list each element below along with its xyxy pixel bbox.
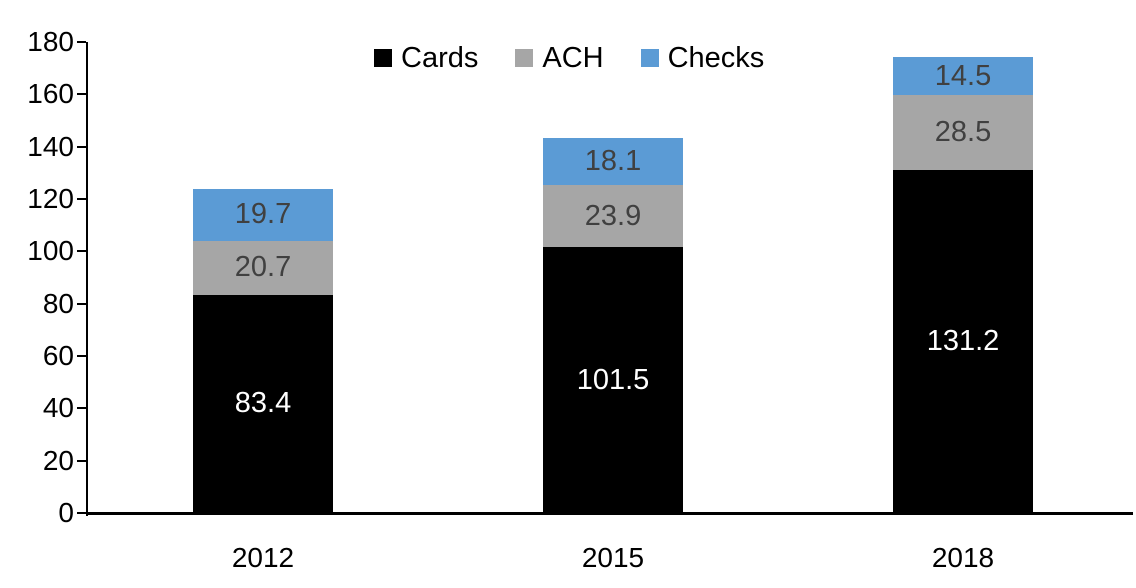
- legend-swatch-cards-icon: [374, 49, 392, 67]
- bar-value-label: 20.7: [234, 251, 292, 284]
- segment-cards-2015: 101.5: [543, 247, 683, 513]
- legend-label: Cards: [401, 42, 479, 74]
- y-tick-label: 140: [27, 131, 74, 162]
- legend-label: Checks: [667, 42, 765, 74]
- segment-checks-2015: 18.1: [543, 137, 683, 185]
- x-axis-label-2018: 2018: [931, 542, 995, 573]
- y-axis-tick: [77, 355, 86, 357]
- segment-cards-2012: 83.4: [193, 294, 333, 513]
- y-tick-label: 100: [27, 235, 74, 266]
- segment-checks-2012: 19.7: [193, 189, 333, 241]
- segment-ach-2015: 23.9: [543, 184, 683, 248]
- y-tick-label: 180: [27, 26, 74, 57]
- y-axis-tick: [77, 93, 86, 95]
- y-tick-label: 40: [42, 392, 74, 423]
- legend-item-cards: Cards: [374, 43, 478, 73]
- y-axis-tick: [77, 146, 86, 148]
- bar-value-label: 18.1: [584, 144, 642, 177]
- y-tick-label: 20: [42, 445, 74, 476]
- bar-value-label: 19.7: [234, 198, 292, 231]
- legend-label: ACH: [542, 42, 604, 74]
- x-axis-label-2015: 2015: [581, 542, 645, 573]
- bar-value-label: 23.9: [584, 199, 642, 232]
- bar-value-label: 101.5: [576, 363, 650, 396]
- bar-value-label: 14.5: [934, 59, 992, 92]
- y-tick-label: 60: [42, 340, 74, 371]
- legend-item-ach: ACH: [515, 42, 604, 74]
- x-axis-line: [86, 512, 1133, 515]
- bar-value-label: 131.2: [926, 324, 1000, 357]
- y-axis-tick: [77, 512, 86, 514]
- chart-legend: Cards ACH Checks: [374, 43, 764, 73]
- legend-swatch-checks-icon: [640, 49, 659, 67]
- bar-value-label: 83.4: [234, 387, 292, 420]
- y-tick-label: 160: [27, 78, 74, 109]
- legend-item-checks: Checks: [640, 42, 765, 74]
- y-axis-tick: [77, 198, 86, 200]
- y-axis-tick: [77, 250, 86, 252]
- segment-ach-2012: 20.7: [193, 240, 333, 295]
- segment-checks-2018: 14.5: [893, 57, 1033, 96]
- segment-ach-2018: 28.5: [893, 95, 1033, 170]
- y-tick-label: 120: [27, 183, 74, 214]
- y-axis-tick: [77, 303, 86, 305]
- bar-value-label: 28.5: [934, 115, 992, 148]
- y-axis-tick: [77, 41, 86, 43]
- segment-cards-2018: 131.2: [893, 169, 1033, 513]
- y-axis-line: [86, 42, 88, 516]
- x-axis-label-2012: 2012: [231, 542, 295, 573]
- y-axis-tick: [77, 460, 86, 462]
- legend-swatch-ach-icon: [515, 49, 534, 67]
- y-tick-label: 0: [58, 497, 74, 528]
- y-tick-label: 80: [42, 288, 74, 319]
- y-axis-tick: [77, 407, 86, 409]
